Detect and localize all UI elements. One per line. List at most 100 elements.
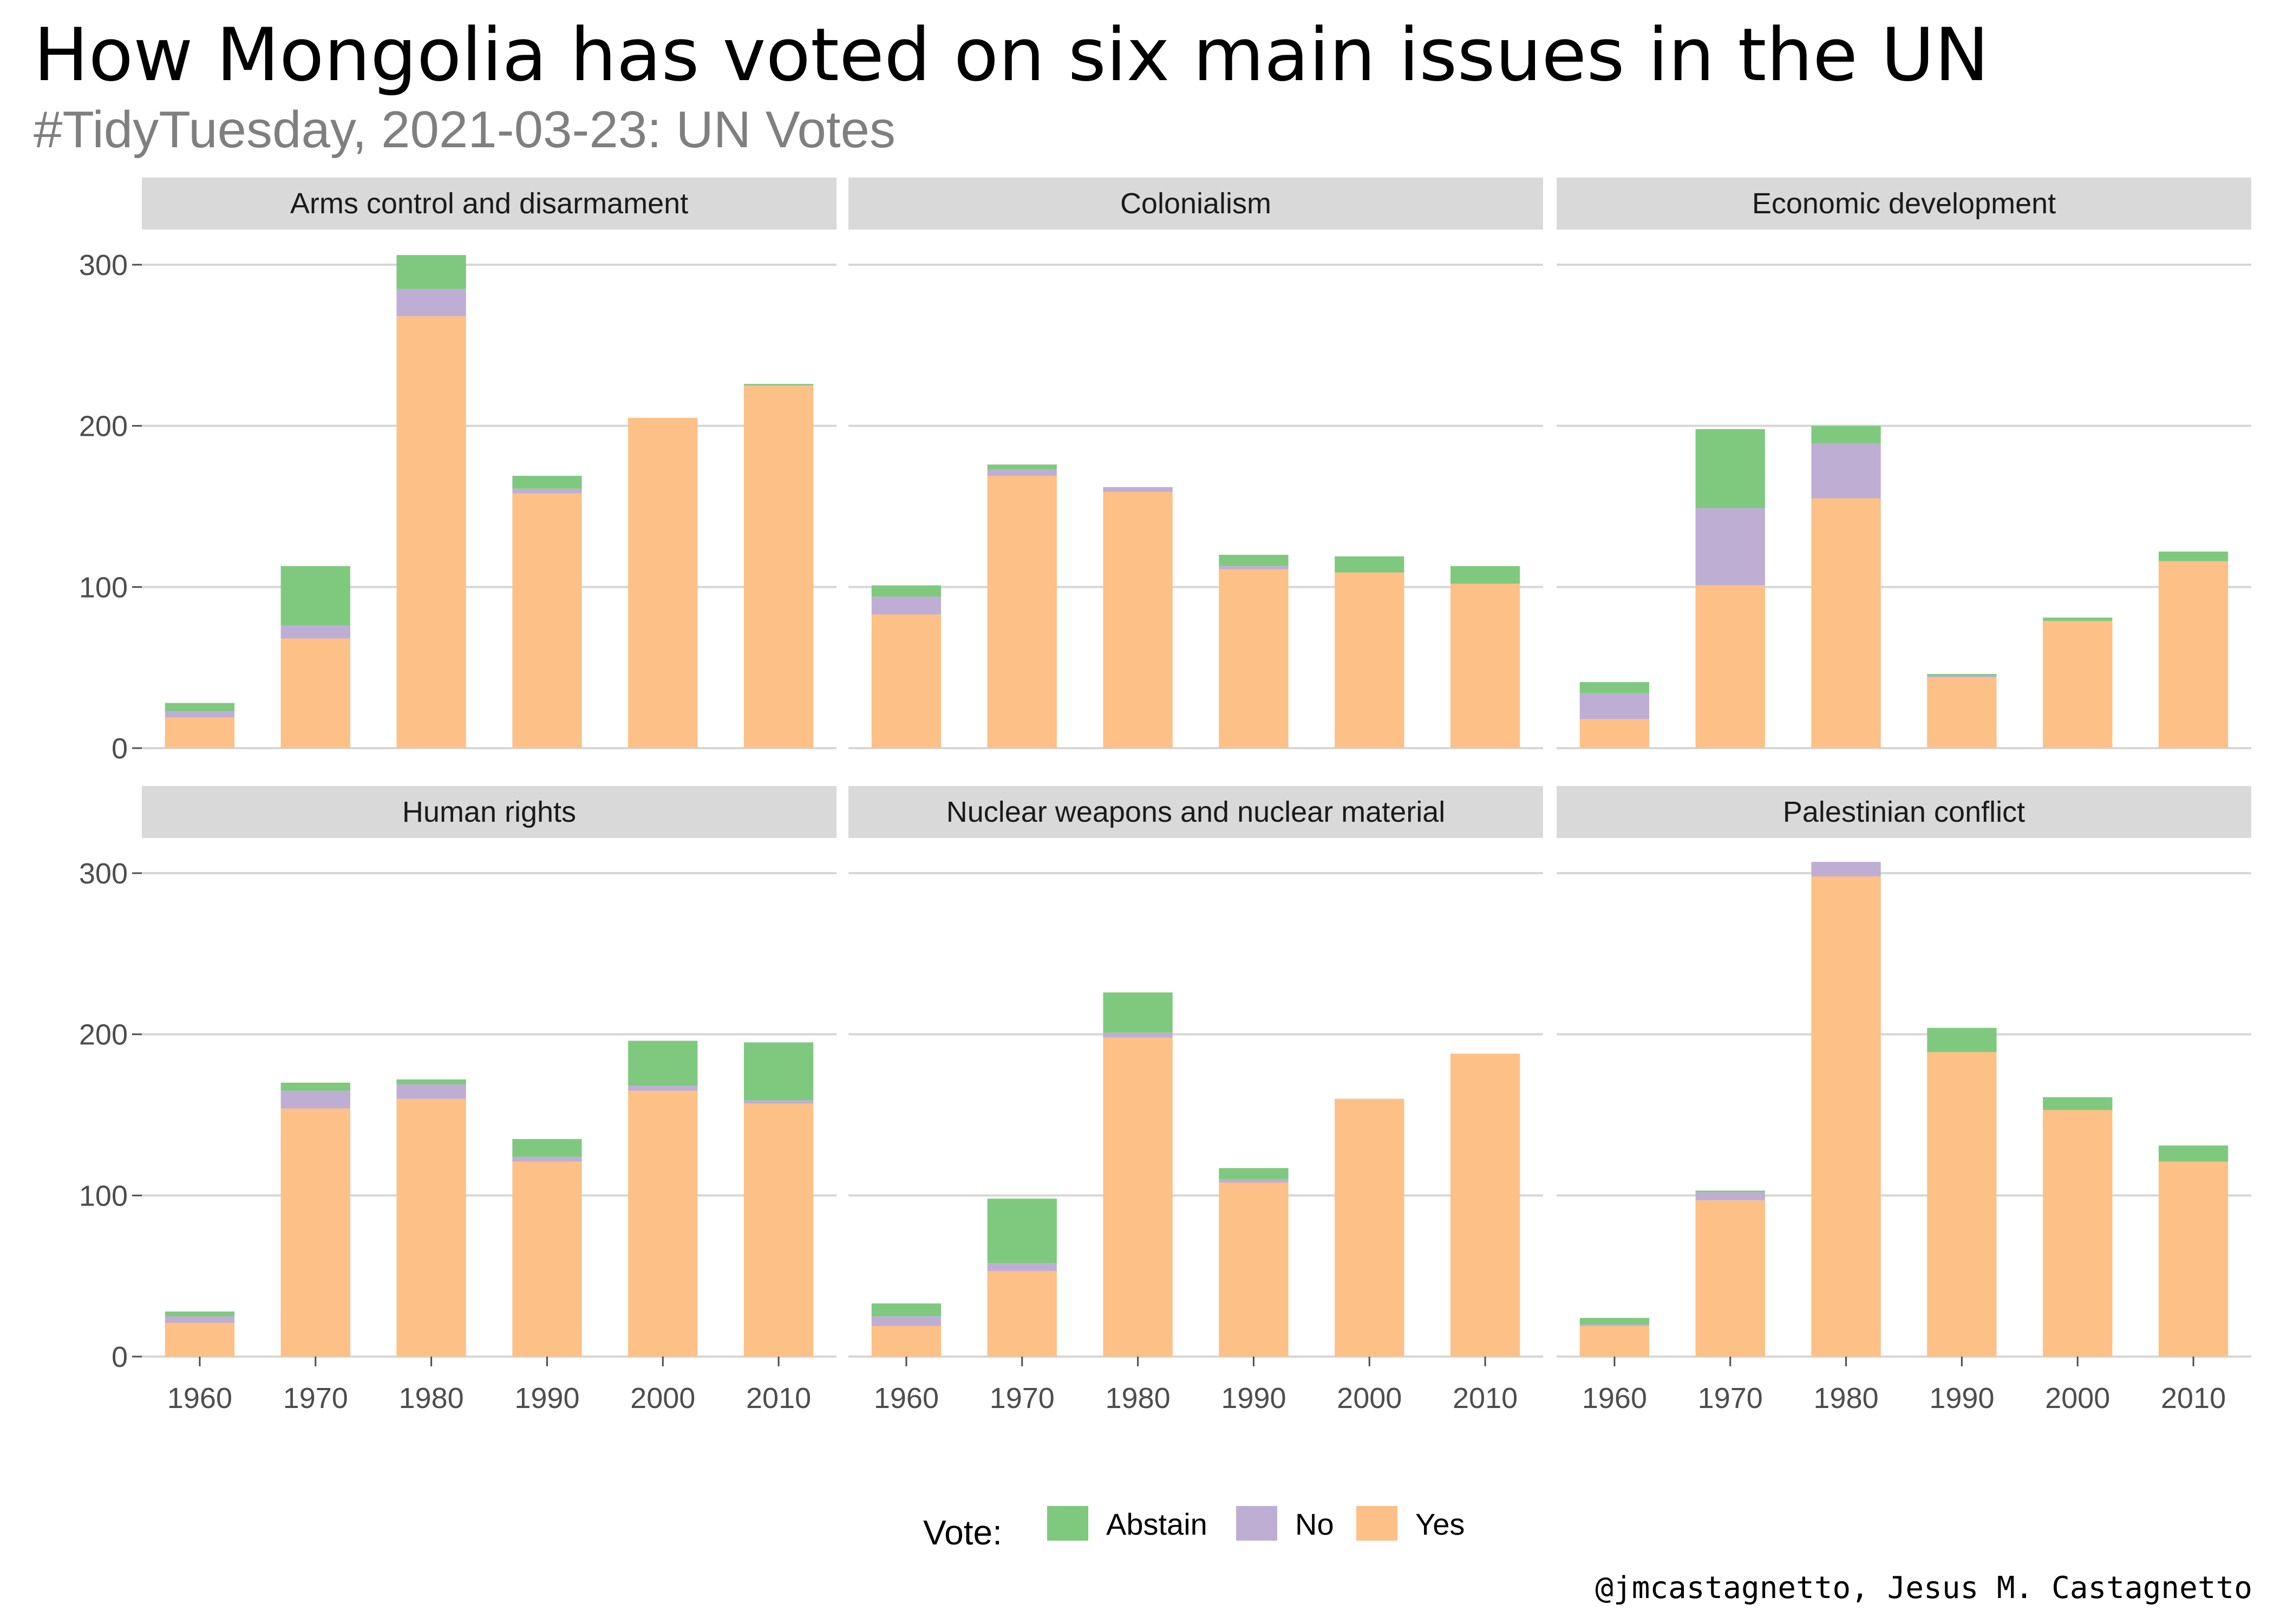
bar-no-1970 [987, 469, 1057, 476]
bar-no-1970 [1695, 1192, 1765, 1201]
bar-abstain-2010 [1450, 566, 1520, 584]
panel-nuclear-weapons-and-nuclear-material: Nuclear weapons and nuclear material 1960… [848, 786, 1543, 1415]
strip-colonialism [848, 178, 1543, 230]
bar-abstain-1970 [987, 464, 1057, 470]
bar-no-2000 [628, 1085, 698, 1091]
bar-abstain-1990 [512, 1139, 582, 1157]
legend-label-no: No [1295, 1507, 1334, 1541]
x-tick-label: 1970 [283, 1382, 348, 1415]
x-tick-label: 1980 [399, 1382, 464, 1415]
bar-no-1990 [1927, 676, 1997, 678]
bar-no-1980 [396, 1084, 466, 1099]
bar-yes-1960 [1579, 719, 1650, 748]
y-tick-label: 100 [79, 571, 128, 604]
bar-yes-1960 [165, 717, 235, 748]
y-tick-label: 300 [79, 249, 128, 281]
bar-abstain-1970 [280, 566, 350, 626]
bar-yes-1960 [871, 614, 942, 748]
bar-yes-1990 [1219, 569, 1289, 748]
bar-yes-1960 [1579, 1326, 1650, 1357]
strip-arms-control-and-disarmament [142, 178, 837, 230]
bar-abstain-2010 [743, 1042, 814, 1101]
y-tick-label: 0 [112, 1341, 128, 1373]
bar-abstain-1990 [512, 475, 582, 489]
bar-no-1990 [1219, 1179, 1289, 1183]
panel-colonialism: Colonialism [848, 178, 1543, 749]
bar-no-1980 [396, 289, 466, 317]
bar-yes-2010 [743, 385, 814, 748]
x-tick-label: 2000 [1337, 1382, 1402, 1415]
bar-abstain-1970 [987, 1199, 1057, 1263]
bar-yes-1980 [1103, 1037, 1173, 1357]
bar-yes-1980 [1811, 498, 1881, 748]
bar-abstain-1960 [1579, 682, 1650, 693]
bar-no-1970 [987, 1263, 1057, 1272]
x-tick-label: 1990 [1221, 1382, 1286, 1415]
bar-no-1980 [1103, 487, 1173, 492]
chart-subtitle: #TidyTuesday, 2021-03-23: UN Votes [34, 101, 896, 159]
panel-title: Economic development [1752, 187, 2056, 220]
bar-yes-2000 [2043, 620, 2113, 748]
bar-abstain-1970 [1695, 429, 1765, 508]
facet-panels: Arms control and disarmament 0 100 200 300 Co… [79, 178, 2251, 1415]
bar-yes-2010 [1450, 1053, 1520, 1357]
bar-no-1960 [165, 1316, 235, 1323]
bar-yes-2000 [2043, 1110, 2113, 1357]
bar-no-1990 [512, 1156, 582, 1162]
bar-abstain-2000 [2043, 617, 2113, 621]
bar-yes-1990 [512, 1161, 582, 1357]
bar-yes-1980 [396, 316, 466, 748]
bar-yes-2000 [628, 417, 698, 748]
bar-yes-1990 [1219, 1182, 1289, 1357]
x-tick-label: 2010 [746, 1382, 811, 1415]
bar-abstain-1990 [1927, 1027, 1997, 1052]
bar-yes-2000 [1335, 572, 1404, 748]
strip-economic-development [1557, 178, 2251, 230]
bar-abstain-1980 [1103, 992, 1173, 1033]
x-tick-label: 1990 [514, 1382, 579, 1415]
y-tick-label: 100 [79, 1180, 128, 1212]
y-tick-label: 0 [112, 732, 128, 765]
bar-yes-1970 [280, 638, 350, 748]
bar-abstain-1960 [871, 1303, 942, 1317]
legend: Vote: Abstain No Yes [923, 1506, 1465, 1552]
y-tick-label: 200 [79, 410, 128, 443]
bar-yes-1980 [1811, 876, 1881, 1357]
bar-yes-1970 [1695, 585, 1765, 748]
panel-title: Human rights [402, 796, 576, 828]
x-tick-label: 2010 [1453, 1382, 1518, 1415]
panel-title: Arms control and disarmament [290, 187, 688, 220]
x-tick-label: 1980 [1814, 1382, 1879, 1415]
legend-swatch-yes [1356, 1506, 1397, 1541]
bar-abstain-1960 [871, 585, 942, 597]
y-tick-label: 300 [79, 857, 128, 890]
x-tick-label: 2000 [2045, 1382, 2110, 1415]
bar-abstain-1980 [396, 1079, 466, 1084]
bar-abstain-2010 [2158, 551, 2229, 561]
bar-abstain-1980 [396, 255, 466, 289]
x-tick-label: 1960 [1582, 1382, 1647, 1415]
bar-yes-1970 [987, 1271, 1057, 1357]
bar-yes-2000 [1335, 1098, 1404, 1357]
bar-abstain-2000 [1335, 556, 1404, 573]
bar-no-1970 [280, 625, 350, 639]
x-tick-label: 2010 [2161, 1382, 2226, 1415]
bar-abstain-1960 [165, 1311, 235, 1317]
legend-swatch-no [1236, 1506, 1277, 1541]
bar-no-2010 [743, 1100, 814, 1104]
bar-abstain-1990 [1219, 554, 1289, 566]
panel-title: Palestinian conflict [1783, 796, 2025, 828]
bar-no-1960 [165, 711, 235, 718]
chart-title: How Mongolia has voted on six main issue… [34, 12, 1989, 97]
bar-abstain-1960 [1579, 1318, 1650, 1325]
bar-abstain-1980 [1811, 425, 1881, 444]
panel-title: Colonialism [1120, 187, 1271, 220]
bar-yes-1990 [512, 493, 582, 748]
caption: @jmcastagnetto, Jesus M. Castagnetto [1595, 1570, 2252, 1606]
bar-no-1960 [871, 1316, 942, 1326]
bar-no-1970 [1695, 508, 1765, 586]
bar-abstain-1990 [1219, 1168, 1289, 1180]
bar-abstain-1970 [280, 1082, 350, 1091]
bar-abstain-2010 [743, 384, 814, 386]
bar-no-1980 [1103, 1032, 1173, 1038]
